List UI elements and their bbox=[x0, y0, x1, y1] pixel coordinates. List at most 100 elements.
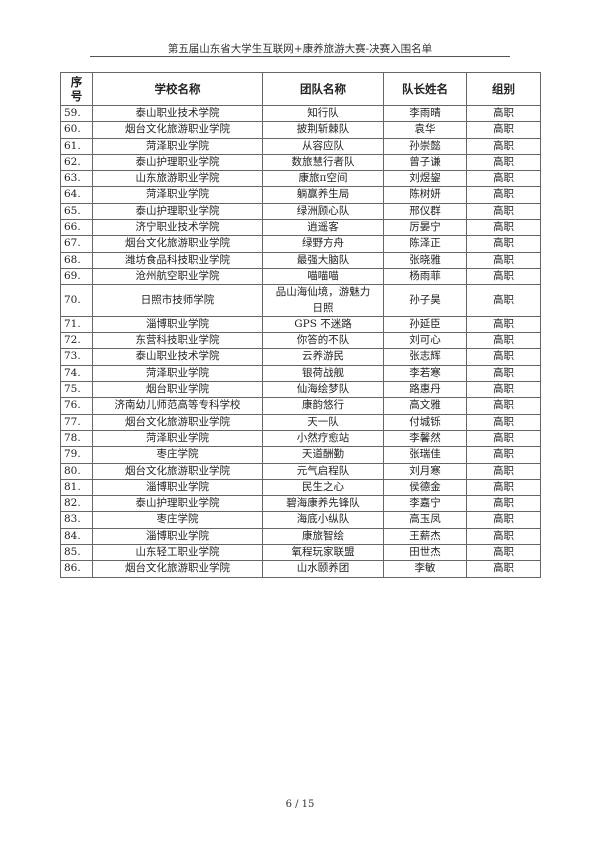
group: 高职 bbox=[466, 202, 541, 221]
table-row: 73. 泰山职业技术学院 云养游民 张志辉 高职 bbox=[60, 348, 541, 366]
group: 高职 bbox=[466, 348, 541, 366]
captain-name: 张志辉 bbox=[383, 348, 467, 366]
team-name: 逍遥客 bbox=[262, 219, 384, 237]
team-name: 康旅智绘 bbox=[262, 527, 384, 546]
school-name: 淄博职业学院 bbox=[92, 315, 263, 334]
school-name: 泰山护理职业学院 bbox=[92, 495, 263, 513]
group: 高职 bbox=[466, 527, 541, 546]
group: 高职 bbox=[466, 332, 541, 350]
school-name: 沧州航空职业学院 bbox=[92, 267, 263, 286]
team-name: 知行队 bbox=[262, 104, 384, 123]
school-name: 枣庄学院 bbox=[92, 446, 263, 464]
school-name: 淄博职业学院 bbox=[92, 527, 263, 546]
group: 高职 bbox=[466, 170, 541, 188]
school-name: 菏泽职业学院 bbox=[92, 186, 263, 204]
captain-name: 张晓雅 bbox=[383, 251, 467, 269]
school-name: 山东旅游职业学院 bbox=[92, 170, 263, 188]
school-name: 日照市技师学院 bbox=[92, 284, 263, 317]
captain-name: 刘煜鋆 bbox=[383, 170, 467, 188]
captain-name: 孙崇懿 bbox=[383, 137, 467, 155]
team-name: 元气启程队 bbox=[262, 462, 384, 480]
captain-name: 付城铄 bbox=[383, 413, 467, 431]
captain-name: 曾子谦 bbox=[383, 153, 467, 172]
table-row: 77. 烟台文化旅游职业学院 天一队 付城铄 高职 bbox=[60, 413, 541, 431]
captain-name: 刘可心 bbox=[383, 332, 467, 350]
row-number: 67. bbox=[60, 235, 93, 253]
row-number: 82. bbox=[60, 495, 93, 513]
group: 高职 bbox=[466, 121, 541, 139]
team-name: 氧程玩家联盟 bbox=[262, 544, 384, 562]
row-number: 78. bbox=[60, 429, 93, 448]
school-name: 烟台文化旅游职业学院 bbox=[92, 121, 263, 139]
table-row: 80. 烟台文化旅游职业学院 元气启程队 刘月寒 高职 bbox=[60, 462, 541, 480]
team-name: 披荆斩棘队 bbox=[262, 121, 384, 139]
table-row: 65. 泰山护理职业学院 绿洲顾心队 邢仪群 高职 bbox=[60, 202, 541, 221]
table-row: 74. 菏泽职业学院 银荷战舰 李若寒 高职 bbox=[60, 364, 541, 383]
captain-name: 路惠丹 bbox=[383, 381, 467, 399]
team-name: 躺赢养生局 bbox=[262, 186, 384, 204]
group: 高职 bbox=[466, 511, 541, 529]
captain-name: 孙延臣 bbox=[383, 315, 467, 334]
team-name: 云养游民 bbox=[262, 348, 384, 366]
captain-name: 陈树妍 bbox=[383, 186, 467, 204]
table-row: 59. 泰山职业技术学院 知行队 李雨晴 高职 bbox=[60, 104, 541, 123]
captain-name: 李馨然 bbox=[383, 429, 467, 448]
row-number: 76. bbox=[60, 397, 93, 415]
school-name: 烟台文化旅游职业学院 bbox=[92, 560, 263, 578]
row-number: 80. bbox=[60, 462, 93, 480]
table-row: 75. 烟台职业学院 仙海绘梦队 路惠丹 高职 bbox=[60, 381, 541, 399]
table-row: 62. 泰山护理职业学院 数旅慧行者队 曾子谦 高职 bbox=[60, 153, 541, 172]
group: 高职 bbox=[466, 544, 541, 562]
school-name: 烟台文化旅游职业学院 bbox=[92, 413, 263, 431]
table-row: 79. 枣庄学院 天道酬勤 张瑞佳 高职 bbox=[60, 446, 541, 464]
school-name: 枣庄学院 bbox=[92, 511, 263, 529]
captain-name: 李雨晴 bbox=[383, 104, 467, 123]
table-row: 70. 日照市技师学院 品山海仙境，游魅力日照 孙子昊 高职 bbox=[60, 284, 541, 317]
row-number: 62. bbox=[60, 153, 93, 172]
team-name: 最强大脑队 bbox=[262, 251, 384, 269]
table-row: 76. 济南幼儿师范高等专科学校 康韵悠行 高文雅 高职 bbox=[60, 397, 541, 415]
team-name: 从容应队 bbox=[262, 137, 384, 155]
table-row: 64. 菏泽职业学院 躺赢养生局 陈树妍 高职 bbox=[60, 186, 541, 204]
table-row: 68. 潍坊食品科技职业学院 最强大脑队 张晓雅 高职 bbox=[60, 251, 541, 269]
captain-name: 张瑞佳 bbox=[383, 446, 467, 464]
captain-name: 高文雅 bbox=[383, 397, 467, 415]
row-number: 72. bbox=[60, 332, 93, 350]
row-number: 73. bbox=[60, 348, 93, 366]
school-name: 泰山护理职业学院 bbox=[92, 153, 263, 172]
captain-name: 刘月寒 bbox=[383, 462, 467, 480]
row-number: 77. bbox=[60, 413, 93, 431]
team-name: 品山海仙境，游魅力日照 bbox=[262, 284, 384, 317]
header-divider bbox=[90, 56, 510, 57]
group: 高职 bbox=[466, 462, 541, 480]
column-header-team: 团队名称 bbox=[262, 72, 384, 106]
group: 高职 bbox=[466, 267, 541, 286]
column-header-group: 组别 bbox=[466, 72, 541, 106]
row-number: 79. bbox=[60, 446, 93, 464]
group: 高职 bbox=[466, 429, 541, 448]
school-name: 菏泽职业学院 bbox=[92, 429, 263, 448]
captain-name: 厉晏宁 bbox=[383, 219, 467, 237]
team-name: 天道酬勤 bbox=[262, 446, 384, 464]
captain-name: 杨雨菲 bbox=[383, 267, 467, 286]
table-row: 72. 东营科技职业学院 你答的不队 刘可心 高职 bbox=[60, 332, 541, 350]
group: 高职 bbox=[466, 153, 541, 172]
captain-name: 田世杰 bbox=[383, 544, 467, 562]
school-name: 菏泽职业学院 bbox=[92, 364, 263, 383]
school-name: 菏泽职业学院 bbox=[92, 137, 263, 155]
captain-name: 陈泽正 bbox=[383, 235, 467, 253]
table-row: 61. 菏泽职业学院 从容应队 孙崇懿 高职 bbox=[60, 137, 541, 155]
group: 高职 bbox=[466, 381, 541, 399]
row-number: 74. bbox=[60, 364, 93, 383]
table-row: 85. 山东轻工职业学院 氧程玩家联盟 田世杰 高职 bbox=[60, 544, 541, 562]
row-number: 59. bbox=[60, 104, 93, 123]
table-row: 69. 沧州航空职业学院 喵喵喵 杨雨菲 高职 bbox=[60, 267, 541, 286]
table-row: 83. 枣庄学院 海底小纵队 高玉凤 高职 bbox=[60, 511, 541, 529]
row-number: 60. bbox=[60, 121, 93, 139]
row-number: 86. bbox=[60, 560, 93, 578]
row-number: 68. bbox=[60, 251, 93, 269]
team-name: 康旅π空间 bbox=[262, 170, 384, 188]
captain-name: 李嘉宁 bbox=[383, 495, 467, 513]
school-name: 潍坊食品科技职业学院 bbox=[92, 251, 263, 269]
captain-name: 邢仪群 bbox=[383, 202, 467, 221]
